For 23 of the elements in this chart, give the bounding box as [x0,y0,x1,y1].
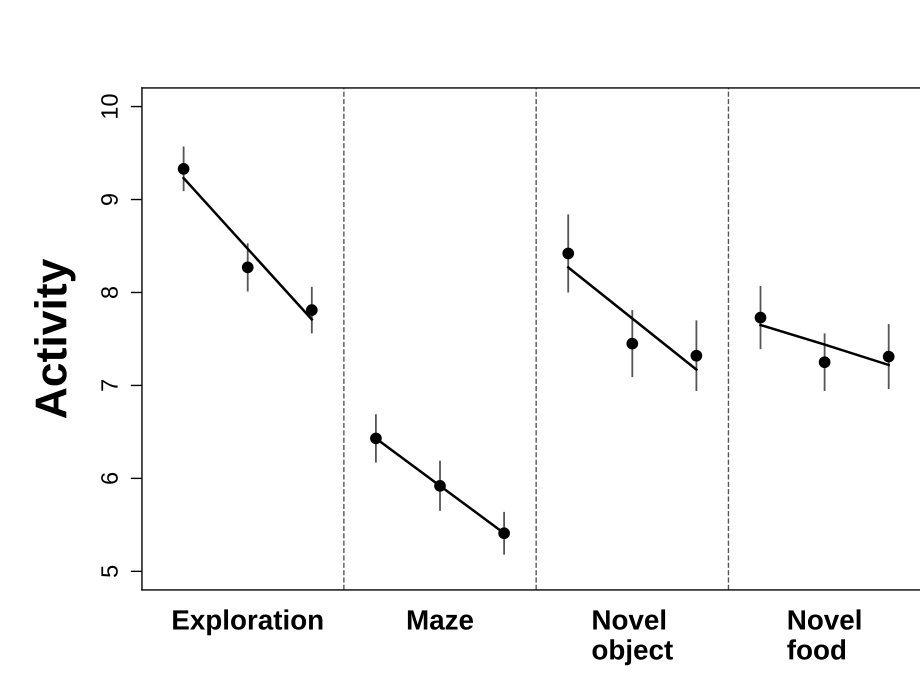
y-tick-label: 10 [101,94,118,118]
y-tick-label: 9 [101,194,118,205]
point [754,312,766,324]
point [690,350,702,362]
point [626,338,638,350]
x-tick-label: Novel food [787,609,860,660]
point [242,262,254,274]
x-tick-label: Novel object [592,609,673,666]
point [306,304,318,316]
point [370,432,382,444]
y-tick-label: 5 [101,566,118,577]
point [818,356,830,368]
y-tick-label: 8 [101,286,118,298]
x-tick-label: Maze [408,610,474,630]
x-tick-label: Exploration [173,609,322,636]
y-tick-label: 7 [101,380,118,391]
point [882,350,895,362]
point [178,163,190,175]
point [434,480,446,492]
point [562,248,574,260]
y-axis-title: Activity [34,258,76,418]
point [498,527,510,540]
y-tick-label: 6 [101,472,118,484]
